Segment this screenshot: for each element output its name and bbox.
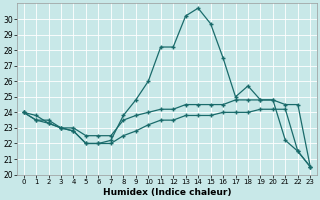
X-axis label: Humidex (Indice chaleur): Humidex (Indice chaleur)	[103, 188, 231, 197]
